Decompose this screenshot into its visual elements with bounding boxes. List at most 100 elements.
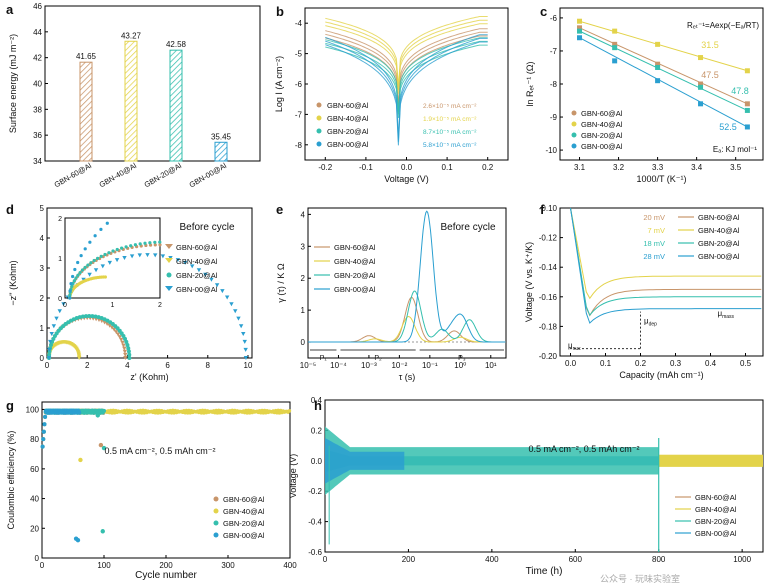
exchange-current: 2.6×10⁻⁵ mA cm⁻² bbox=[423, 103, 477, 110]
ce-point bbox=[43, 414, 48, 419]
eis-point bbox=[109, 325, 115, 330]
eis-point bbox=[61, 302, 66, 307]
fit-line bbox=[579, 37, 748, 128]
x-tick-label: 10⁻² bbox=[391, 361, 407, 370]
y-tick-label: 80 bbox=[30, 435, 39, 444]
eis-point bbox=[238, 324, 244, 329]
x-tick-label: 0 bbox=[45, 361, 50, 370]
legend-entry: GBN-40@Al bbox=[334, 257, 376, 266]
inset-point bbox=[92, 258, 96, 263]
annotation-sub: dep bbox=[649, 321, 658, 327]
data-point bbox=[655, 61, 661, 67]
y-tick-label: -0.4 bbox=[308, 518, 322, 527]
inset-point bbox=[103, 275, 107, 279]
x-axis-label: Voltage (V) bbox=[384, 174, 429, 184]
data-point bbox=[577, 25, 583, 31]
x-tick-label: 0.1 bbox=[600, 359, 612, 368]
y-tick-label: 0.0 bbox=[311, 457, 323, 466]
x-tick-label: 10⁻¹ bbox=[422, 361, 438, 370]
activation-energy: 52.5 bbox=[719, 122, 737, 132]
eis-point bbox=[57, 309, 62, 314]
current-curve bbox=[325, 28, 488, 105]
inset-point bbox=[83, 247, 87, 251]
y-tick-label: -0.10 bbox=[539, 204, 558, 213]
x-tick-label: 0.2 bbox=[635, 359, 647, 368]
legend-entry: GBN-20@Al bbox=[223, 519, 265, 528]
inset-point bbox=[78, 270, 82, 275]
current-curve bbox=[325, 23, 488, 94]
current-curve bbox=[325, 40, 488, 115]
inset-point bbox=[68, 289, 72, 293]
y-tick-label: 0.4 bbox=[311, 396, 323, 405]
inset-point bbox=[93, 234, 97, 238]
inset-point bbox=[70, 284, 74, 288]
eis-point bbox=[175, 258, 181, 263]
inset-point bbox=[153, 243, 157, 247]
legend-entry: GBN-60@Al bbox=[581, 109, 623, 118]
legend-entry: GBN-00@Al bbox=[695, 529, 737, 538]
inset-point bbox=[76, 260, 80, 265]
x-tick-label: 300 bbox=[221, 561, 235, 570]
ce-outlier bbox=[78, 457, 83, 463]
y-tick-label: -9 bbox=[550, 113, 558, 122]
eis-point bbox=[123, 352, 128, 357]
voltage-curve bbox=[570, 207, 762, 317]
condition-note: 0.5 mA cm⁻², 0.5 mAh cm⁻² bbox=[528, 444, 639, 454]
eis-point bbox=[126, 346, 131, 351]
y-tick-label: -8 bbox=[550, 80, 558, 89]
eis-point bbox=[209, 277, 214, 282]
inset-point bbox=[120, 246, 124, 250]
legend-entry: GBN-40@Al bbox=[327, 114, 369, 123]
eis-point bbox=[117, 335, 122, 340]
eis-point bbox=[76, 356, 82, 360]
voltage-band bbox=[325, 426, 659, 495]
legend-entry: GBN-00@Al bbox=[581, 142, 623, 151]
eis-point bbox=[87, 272, 92, 277]
x-axis-label: Capacity (mAh cm⁻¹) bbox=[619, 370, 703, 380]
legend-entry: GBN-60@Al bbox=[327, 101, 369, 110]
x-tick-label: 8 bbox=[206, 361, 211, 370]
inset-point bbox=[68, 296, 72, 300]
panel-title: Before cycle bbox=[440, 222, 495, 233]
eis-point bbox=[127, 356, 132, 360]
bar bbox=[124, 40, 138, 162]
eis-point bbox=[203, 272, 208, 277]
data-point bbox=[655, 64, 661, 70]
eis-point bbox=[93, 268, 99, 273]
x-tick-label: 0.2 bbox=[482, 163, 494, 172]
legend-marker bbox=[316, 141, 322, 147]
condition-note: 0.5 mA cm⁻², 0.5 mAh cm⁻² bbox=[104, 446, 215, 456]
eis-point bbox=[107, 260, 113, 265]
inset-y-tick: 1 bbox=[58, 256, 62, 263]
inset-point bbox=[148, 243, 153, 247]
eis-point bbox=[196, 268, 202, 273]
annotation: μmass bbox=[718, 309, 735, 320]
activation-energy: 47.8 bbox=[731, 86, 749, 96]
y-axis-label: Voltage (V vs. K⁺/K) bbox=[524, 242, 534, 322]
inset-point bbox=[153, 240, 157, 244]
ce-outlier bbox=[98, 442, 104, 448]
inset-point bbox=[99, 227, 103, 231]
x-tick-label: 1000 bbox=[733, 555, 751, 564]
y-tick-label: 2 bbox=[40, 294, 45, 303]
fit-line bbox=[579, 20, 748, 72]
legend-marker bbox=[165, 286, 173, 291]
data-point bbox=[612, 28, 618, 34]
legend-entry: GBN-40@Al bbox=[695, 505, 737, 514]
legend-marker bbox=[213, 520, 219, 526]
x-axis-label: z' (Kohm) bbox=[130, 372, 168, 382]
drt-curve bbox=[308, 210, 506, 343]
ce-outlier bbox=[95, 413, 101, 418]
eis-point bbox=[114, 258, 120, 263]
y-tick-label: -0.18 bbox=[539, 322, 558, 331]
voltage-band bbox=[658, 454, 763, 467]
eis-point bbox=[122, 346, 127, 351]
x-axis-label: Cycle number bbox=[135, 570, 197, 581]
x-tick-label: 10⁻⁴ bbox=[330, 361, 347, 370]
eis-point bbox=[47, 347, 52, 352]
x-tick-label: 3.2 bbox=[613, 163, 625, 172]
legend-entry: GBN-20@Al bbox=[176, 271, 218, 280]
ce-point bbox=[40, 444, 45, 449]
y-tick-label: -4 bbox=[295, 19, 303, 28]
